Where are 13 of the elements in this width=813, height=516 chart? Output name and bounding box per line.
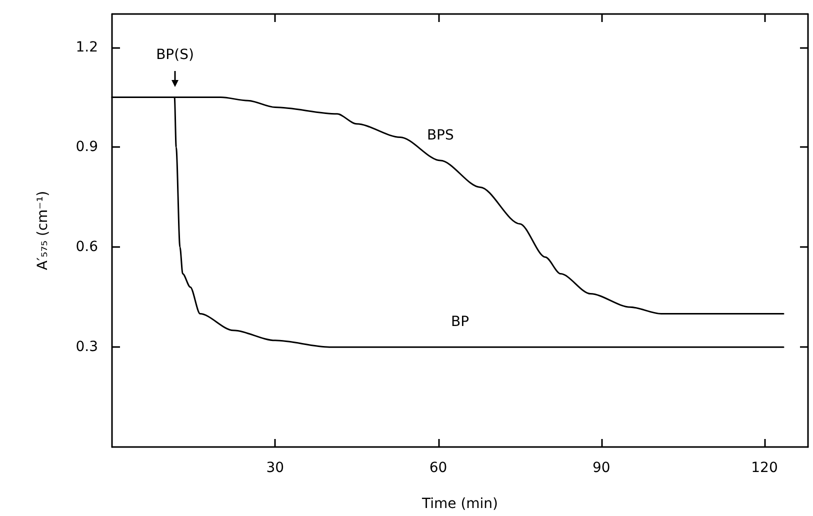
x-tick-label: 60	[429, 460, 448, 476]
x-tick-label: 90	[592, 460, 610, 476]
series-label: BP	[450, 314, 470, 330]
y-tick-label: 0.9	[76, 139, 98, 156]
x-tick-label: 30	[266, 460, 284, 476]
x-tick-label: 120	[751, 460, 778, 476]
y-tick-label: 0.3	[76, 339, 98, 356]
annotation: BP(S)	[156, 47, 194, 64]
series-label: BPS	[426, 128, 454, 144]
y-tick-label: 1.2	[76, 39, 98, 56]
y-axis-title: A′₅₇₅ (cm⁻¹)	[35, 190, 51, 270]
y-tick-label: 0.6	[76, 239, 98, 256]
x-axis-title: Time (min)	[420, 496, 498, 512]
